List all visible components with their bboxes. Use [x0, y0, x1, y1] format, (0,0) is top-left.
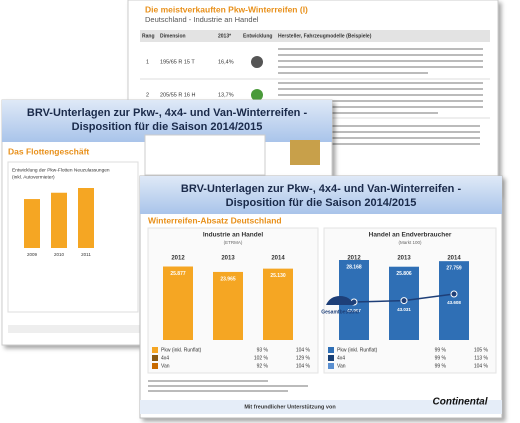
legend-value: 102 %	[254, 355, 269, 361]
data-label: 28.168	[346, 264, 362, 270]
panel-source: (ETRMA)	[224, 240, 243, 245]
data-label: 25.806	[396, 271, 412, 277]
bar	[24, 199, 40, 248]
legend-swatch	[328, 355, 334, 361]
footer-text: Mit freundlicher Unterstützung von	[244, 404, 336, 410]
x-tick-label: 2009	[27, 252, 38, 257]
table-header: 2013*	[218, 33, 231, 39]
legend-swatch	[152, 355, 158, 361]
legend-value: 99 %	[435, 355, 447, 361]
table-header: Hersteller, Fahrzeugmodelle (Beispiele)	[278, 33, 372, 39]
legend-value: 104 %	[474, 363, 489, 369]
text-lines	[278, 48, 483, 145]
legend-value: 99 %	[435, 363, 447, 369]
legend-swatch	[152, 363, 158, 369]
table-cell: 13,7%	[218, 92, 234, 98]
legend-value: 105 %	[474, 347, 489, 353]
legend-swatch	[328, 347, 334, 353]
line-point	[450, 290, 458, 298]
bar	[78, 188, 94, 248]
bar	[263, 268, 293, 340]
bar	[51, 192, 67, 248]
table-header: Dimension	[160, 33, 186, 39]
table-header: Rang	[142, 33, 155, 39]
legend-label: Van	[337, 363, 346, 369]
bar	[213, 271, 243, 340]
slide-title: Die meistverkauften Pkw-Winterreifen (I)	[145, 4, 308, 14]
section-title: Winterreifen-Absatz Deutschland	[148, 215, 282, 225]
x-tick-label: 2012	[171, 256, 185, 262]
legend-label: Pkw (inkl. Runflat)	[337, 347, 378, 353]
logo-badge	[290, 140, 320, 165]
legend-swatch	[328, 363, 334, 369]
slide-title: Disposition für die Saison 2014/2015	[72, 121, 263, 133]
legend-value: 104 %	[296, 347, 311, 353]
x-tick-label: 2012	[347, 256, 361, 262]
legend-value: 93 %	[257, 347, 269, 353]
car-icon	[326, 296, 354, 305]
bar	[163, 266, 193, 340]
slide-title: BRV-Unterlagen zur Pkw-, 4x4- und Van-Wi…	[181, 183, 462, 195]
note-lines	[148, 380, 308, 392]
x-tick-label: 2011	[81, 252, 91, 257]
data-label: 23.965	[220, 276, 236, 282]
panel-source: (Markt 100)	[398, 240, 422, 245]
table-cell: 205/55 R 16 H	[160, 92, 195, 98]
arrow-icon	[251, 56, 263, 68]
line-label: 43.608	[447, 300, 461, 305]
x-tick-label: 2014	[271, 256, 285, 262]
table-header-bg	[140, 30, 490, 42]
table-header: Entwicklung	[243, 33, 272, 39]
x-tick-label: 2013	[221, 256, 235, 262]
arrow-icon	[251, 89, 263, 101]
line-point	[400, 297, 408, 305]
table-cell: 16,4%	[218, 59, 234, 65]
line-label: 43.031	[397, 307, 411, 312]
chart-frame	[7, 161, 139, 313]
logo: Continental	[433, 397, 488, 408]
data-label: 25.877	[170, 271, 186, 277]
legend-value: 99 %	[435, 347, 447, 353]
legend-value: 92 %	[257, 363, 269, 369]
line-label: 42.907	[347, 308, 361, 313]
legend-swatch	[152, 347, 158, 353]
panel-title: Handel an Endverbraucher	[369, 232, 452, 239]
legend-label: Van	[161, 363, 170, 369]
footer-bar	[140, 400, 502, 414]
slide-subtitle: Deutschland - Industrie an Handel	[145, 15, 259, 24]
table-cell: 2	[146, 92, 149, 98]
data-label: 25.130	[270, 273, 286, 279]
slide-title: Disposition für die Saison 2014/2015	[226, 197, 417, 209]
x-tick-label: 2014	[447, 256, 461, 262]
panel-title: Industrie an Handel	[203, 232, 264, 239]
table-cell: 1	[146, 59, 149, 65]
slide-title: BRV-Unterlagen zur Pkw-, 4x4- und Van-Wi…	[27, 107, 308, 119]
legend-label: 4x4	[161, 355, 169, 361]
slide-header	[140, 176, 502, 214]
chart-title: (inkl. Autovermieter)	[12, 174, 55, 180]
x-tick-label: 2013	[397, 256, 411, 262]
footer-bar	[8, 325, 168, 333]
legend-label: Pkw (inkl. Runflat)	[161, 347, 202, 353]
data-label: 27.759	[446, 265, 462, 271]
legend-label: 4x4	[337, 355, 345, 361]
info-box	[144, 134, 266, 176]
section-title: Das Flottengeschäft	[8, 146, 89, 156]
legend-value: 113 %	[474, 355, 488, 361]
line-name: Gesamtbestand	[321, 309, 359, 315]
chart-title: Entwicklung der Pkw-Flotten Neuzulassung…	[12, 167, 110, 173]
x-tick-label: 2010	[54, 252, 65, 257]
bar	[439, 261, 469, 340]
table-cell: 195/65 R 15 T	[160, 59, 195, 65]
legend-value: 129 %	[296, 355, 311, 361]
legend-value: 104 %	[296, 363, 311, 369]
